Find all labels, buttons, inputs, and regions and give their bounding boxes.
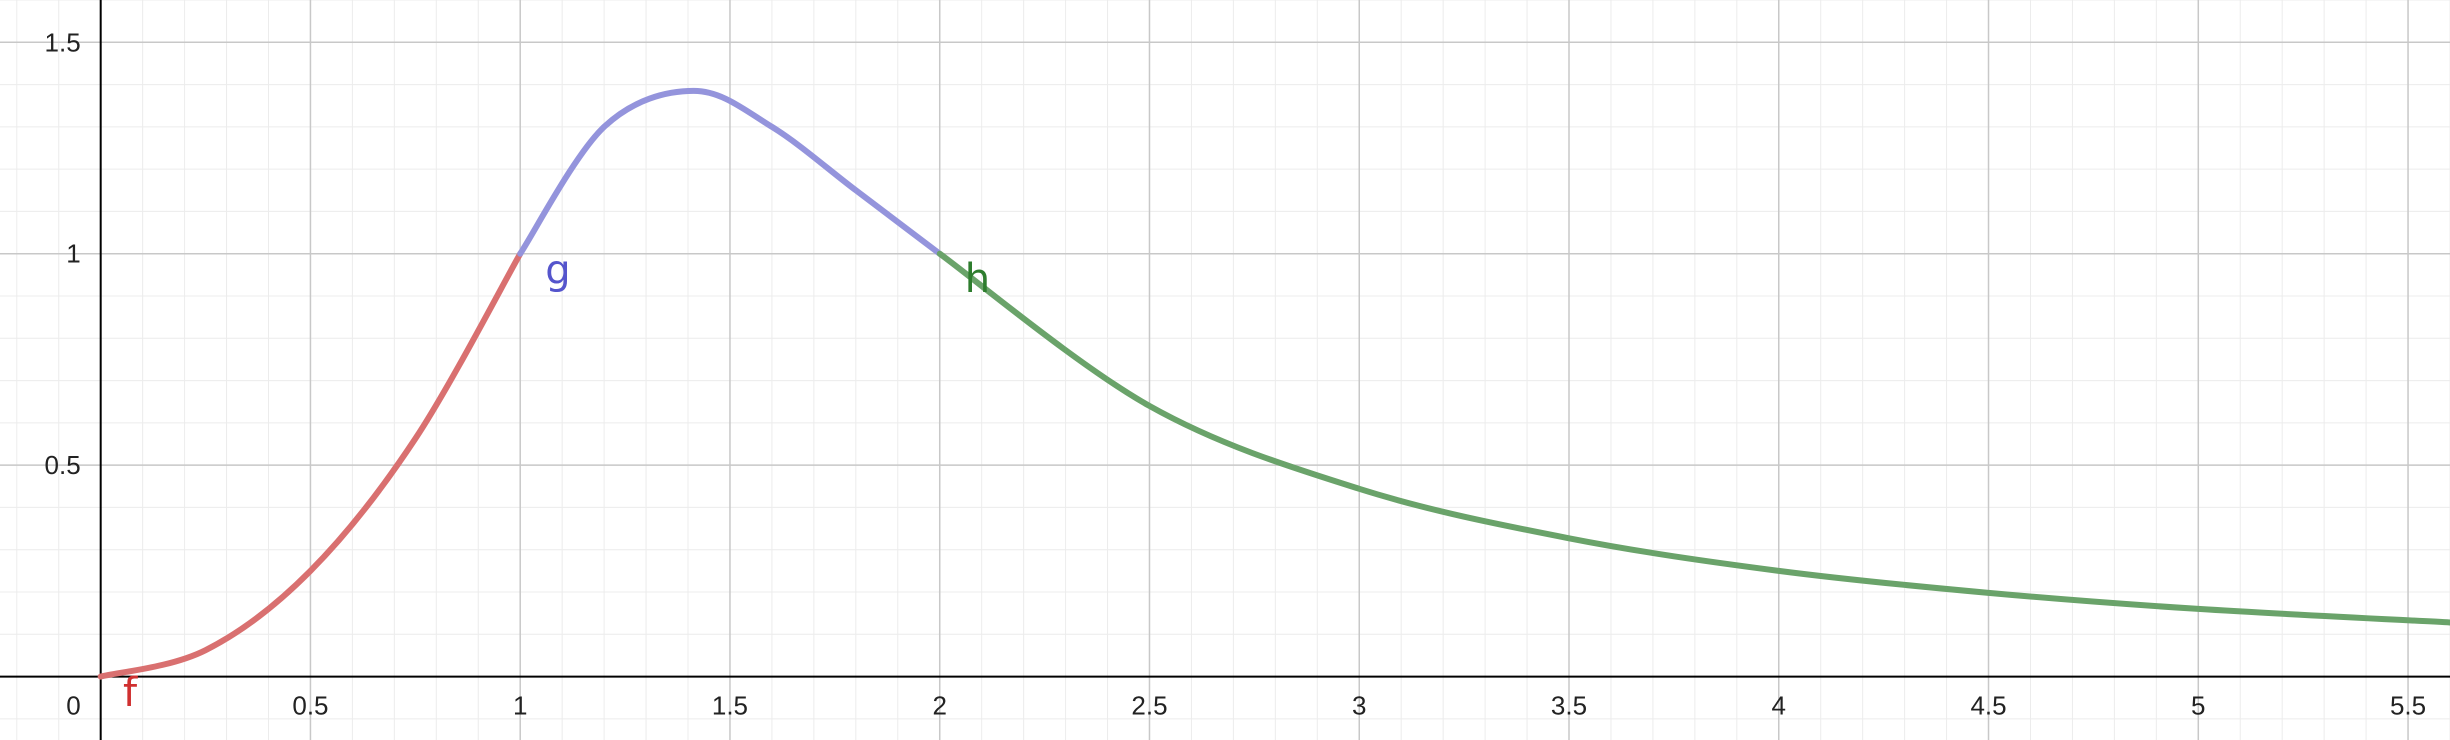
curve-h bbox=[936, 250, 2450, 626]
x-tick-label: 0.5 bbox=[292, 691, 328, 721]
x-tick-label: 4 bbox=[1772, 691, 1786, 721]
label-h: h bbox=[965, 256, 990, 302]
curve-f bbox=[97, 250, 524, 680]
y-tick-label: 0.5 bbox=[45, 450, 81, 480]
x-tick-label: 2.5 bbox=[1131, 691, 1167, 721]
x-tick-label: 1 bbox=[513, 691, 527, 721]
curve-g bbox=[517, 87, 943, 257]
x-tick-label: 5.5 bbox=[2390, 691, 2426, 721]
x-tick-label: 4.5 bbox=[1970, 691, 2006, 721]
label-f: f bbox=[123, 670, 138, 716]
x-tick-label: 3.5 bbox=[1551, 691, 1587, 721]
label-g: g bbox=[545, 247, 570, 293]
x-tick-label: 5 bbox=[2191, 691, 2205, 721]
tick-labels: 0.5 1 1.5 2 2.5 3 3.5 4 4.5 5 5.5 0.5 1 1.5 0 bbox=[45, 27, 2427, 720]
x-tick-label: 3 bbox=[1352, 691, 1366, 721]
y-tick-label: 1.5 bbox=[45, 27, 81, 57]
origin-label: 0 bbox=[66, 691, 80, 721]
curve-labels: f g h bbox=[123, 247, 990, 716]
y-tick-label: 1 bbox=[66, 239, 80, 269]
curves bbox=[97, 87, 2450, 680]
x-tick-label: 1.5 bbox=[712, 691, 748, 721]
x-tick-label: 2 bbox=[932, 691, 946, 721]
